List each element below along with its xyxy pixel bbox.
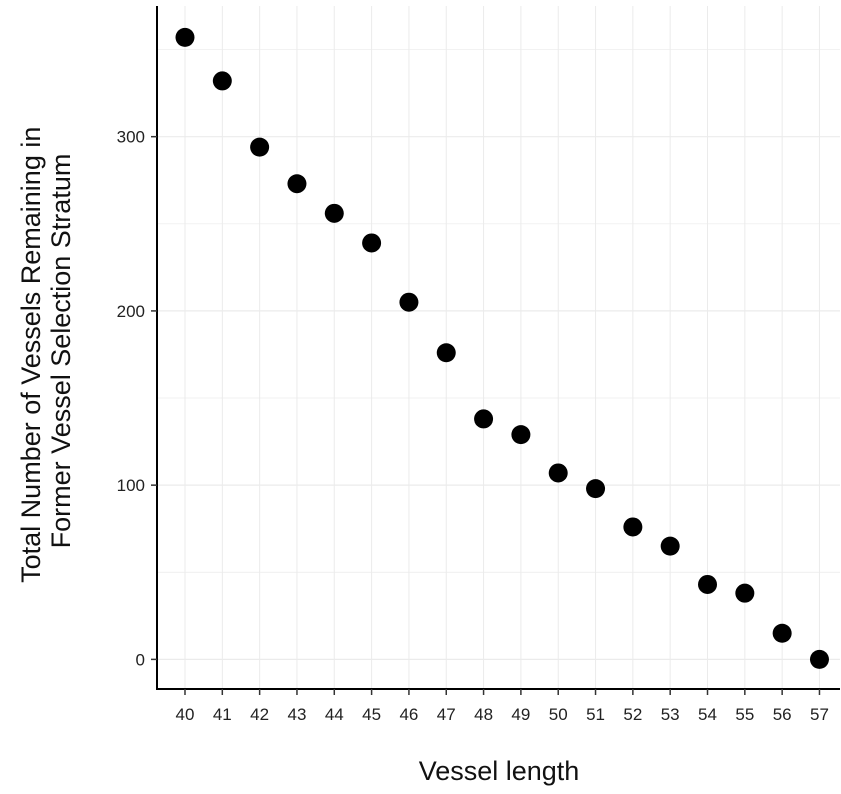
x-tick-label: 46 — [399, 705, 418, 724]
y-tick-label: 200 — [117, 302, 145, 321]
x-tick-label: 54 — [698, 705, 717, 724]
data-point — [660, 536, 680, 556]
x-tick-label: 56 — [773, 705, 792, 724]
x-tick-label: 42 — [250, 705, 269, 724]
y-axis-title: Total Number of Vessels Remaining in For… — [16, 119, 76, 583]
x-axis-title: Vessel length — [419, 756, 580, 786]
data-point — [511, 425, 531, 445]
grid — [157, 6, 840, 689]
y-tick-label: 300 — [117, 128, 145, 147]
x-tick-label: 40 — [176, 705, 195, 724]
y-axis-title-line-1: Total Number of Vessels Remaining in — [16, 127, 46, 583]
data-point — [474, 409, 494, 429]
x-tick-label: 57 — [810, 705, 829, 724]
x-tick-label: 43 — [287, 705, 306, 724]
x-tick-label: 47 — [437, 705, 456, 724]
data-point — [362, 233, 382, 253]
data-point — [772, 623, 792, 643]
data-point — [175, 27, 195, 47]
data-point — [212, 71, 232, 91]
data-point — [399, 292, 419, 312]
data-point — [250, 137, 270, 157]
x-tick-label: 52 — [623, 705, 642, 724]
data-point — [698, 574, 718, 594]
x-tick-label: 49 — [511, 705, 530, 724]
x-tick-label: 55 — [735, 705, 754, 724]
data-point — [809, 649, 829, 669]
x-tick-label: 45 — [362, 705, 381, 724]
data-point — [324, 203, 344, 223]
x-tick-label: 51 — [586, 705, 605, 724]
y-tick-label: 0 — [136, 650, 145, 669]
data-points — [175, 27, 829, 669]
x-tick-label: 44 — [325, 705, 344, 724]
data-point — [586, 479, 606, 499]
y-axis-title-line-2: Former Vessel Selection Stratum — [46, 154, 76, 549]
x-tick-label: 41 — [213, 705, 232, 724]
data-point — [735, 583, 755, 603]
data-point — [623, 517, 643, 537]
x-tick-label: 53 — [661, 705, 680, 724]
data-point — [287, 174, 307, 194]
data-point — [436, 343, 456, 363]
data-point — [548, 463, 568, 483]
x-tick-label: 50 — [549, 705, 568, 724]
x-tick-label: 48 — [474, 705, 493, 724]
axis-ticks: 40 41 42 43 44 45 46 47 48 49 50 51 52 53 54 55 56 57 0 100… — [117, 128, 829, 724]
y-tick-label: 100 — [117, 476, 145, 495]
